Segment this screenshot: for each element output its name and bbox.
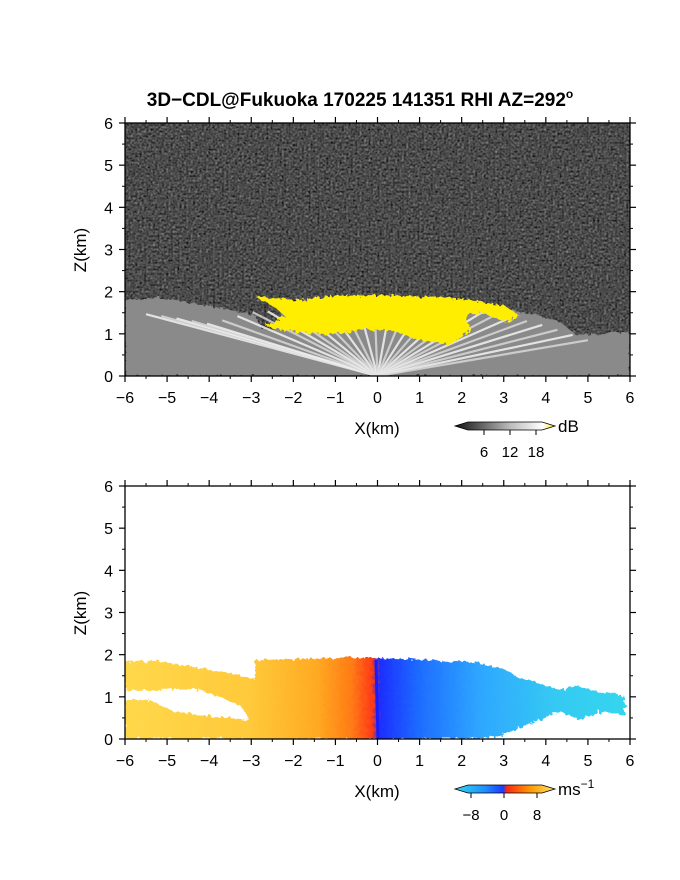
snr-y-tick-label: 4: [104, 200, 113, 217]
velocity-x-tick-label: −5: [158, 753, 176, 770]
velocity-x-tick-label: −4: [200, 753, 218, 770]
snr-x-tick-label: 4: [541, 390, 550, 407]
snr-colorbar: 6 12 18 dB: [453, 417, 579, 461]
velocity-x-label: X(km): [354, 782, 399, 801]
velocity-y-tick-label: 4: [104, 563, 113, 580]
velocity-x-tick-label: 1: [415, 753, 424, 770]
snr-y-label: Z(km): [71, 228, 90, 272]
velocity-x-tick-label: 3: [499, 753, 508, 770]
velocity-y-tick-label: 6: [104, 479, 113, 496]
velocity-y-tick-label: 1: [104, 690, 113, 707]
velocity-y-tick-label: 5: [104, 521, 113, 538]
snr-colorbar-bar: [453, 421, 557, 431]
velocity-x-tick-label: −1: [326, 753, 344, 770]
snr-x-tick-label: 0: [373, 390, 382, 407]
snr-x-tick-label: 1: [415, 390, 424, 407]
velocity-x-tick-label: 6: [626, 753, 635, 770]
snr-cb-label-6: 6: [480, 444, 488, 461]
velocity-heatmap: [125, 486, 630, 739]
snr-y-tick-label: 0: [104, 369, 113, 386]
velocity-x-axis: −6 −5 −4 −3 −2 −1 0 1 2 3 4 5 6: [116, 480, 635, 770]
velocity-colorbar: −8 0 8 ms−1: [453, 777, 595, 824]
snr-cb-label-18: 18: [528, 444, 545, 461]
snr-x-tick-label: −3: [242, 390, 260, 407]
snr-beam-ray: [376, 313, 498, 376]
snr-x-label: X(km): [354, 419, 399, 438]
snr-heatmap: [125, 123, 630, 376]
snr-y-tick-label: 5: [104, 158, 113, 175]
snr-high-region: [255, 295, 520, 345]
velocity-y-tick-label: 3: [104, 606, 113, 623]
snr-y-tick-label: 2: [104, 285, 113, 302]
snr-beam-ray: [377, 339, 589, 376]
velocity-y-label: Z(km): [71, 591, 90, 635]
velocity-y-tick-label: 0: [104, 732, 113, 749]
snr-beam-ray: [237, 315, 378, 376]
snr-cb-label-12: 12: [502, 444, 519, 461]
velocity-x-tick-label: 4: [541, 753, 550, 770]
snr-x-tick-label: −1: [326, 390, 344, 407]
velocity-colorbar-bar: [453, 784, 557, 794]
velocity-zero-line: [374, 659, 380, 739]
snr-beam-ray: [377, 323, 543, 376]
snr-y-tick-label: 3: [104, 243, 113, 260]
snr-x-tick-label: −4: [200, 390, 218, 407]
velocity-x-tick-label: −3: [242, 753, 260, 770]
velocity-y-axis: 0 1 2 3 4 5 6: [104, 479, 636, 749]
snr-x-tick-label: −2: [284, 390, 302, 407]
velocity-x-tick-label: 2: [457, 753, 466, 770]
velocity-x-tick-label: −2: [284, 753, 302, 770]
snr-x-tick-label: −5: [158, 390, 176, 407]
chart-title: 3D−CDL@Fukuoka 170225 141351 RHI AZ=292o: [147, 87, 574, 111]
velocity-cb-label-8: 8: [533, 807, 541, 824]
snr-y-tick-label: 6: [104, 116, 113, 133]
snr-y-tick-label: 1: [104, 327, 113, 344]
snr-beam-ray: [377, 333, 573, 376]
snr-cb-unit: dB: [558, 417, 579, 436]
velocity-echo-region: [125, 658, 625, 739]
snr-x-tick-label: 6: [626, 390, 635, 407]
velocity-x-tick-label: 0: [373, 753, 382, 770]
snr-beam-ray: [377, 316, 513, 376]
velocity-x-tick-label: −6: [116, 753, 134, 770]
snr-x-tick-label: −6: [116, 390, 134, 407]
velocity-cb-label-0: 0: [500, 807, 508, 824]
snr-beam-ray: [377, 319, 528, 376]
velocity-cb-unit: ms−1: [558, 777, 595, 799]
velocity-y-tick-label: 2: [104, 648, 113, 665]
velocity-cb-label-neg8: −8: [462, 807, 479, 824]
snr-x-tick-label: 2: [457, 390, 466, 407]
snr-beam-ray: [206, 322, 378, 376]
snr-x-axis: −6 −5 −4 −3 −2 −1 0 1 2 3 4 5 6: [116, 117, 635, 407]
snr-y-axis: 0 1 2 3 4 5 6: [104, 116, 636, 386]
snr-x-tick-label: 3: [499, 390, 508, 407]
snr-x-tick-label: 5: [583, 390, 592, 407]
snr-beam-ray: [377, 328, 558, 376]
velocity-x-tick-label: 5: [583, 753, 592, 770]
snr-beam-ray: [221, 319, 378, 376]
